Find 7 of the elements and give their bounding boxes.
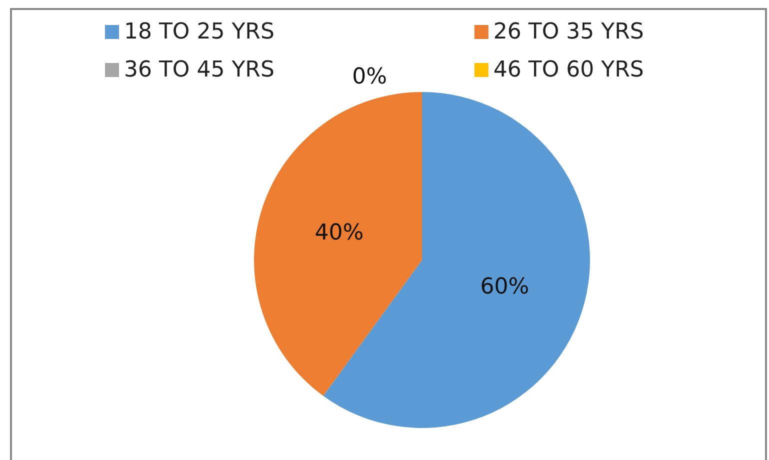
- legend-label: 18 TO 25 YRS: [124, 20, 274, 44]
- text: 0%: [352, 64, 387, 90]
- legend-label: 46 TO 60 YRS: [493, 58, 644, 82]
- legend-label: 26 TO 35 YRS: [493, 20, 644, 44]
- legend-label: 36 TO 45 YRS: [124, 58, 274, 82]
- data-label: 60%: [480, 274, 530, 300]
- data-label: 40%: [314, 220, 364, 246]
